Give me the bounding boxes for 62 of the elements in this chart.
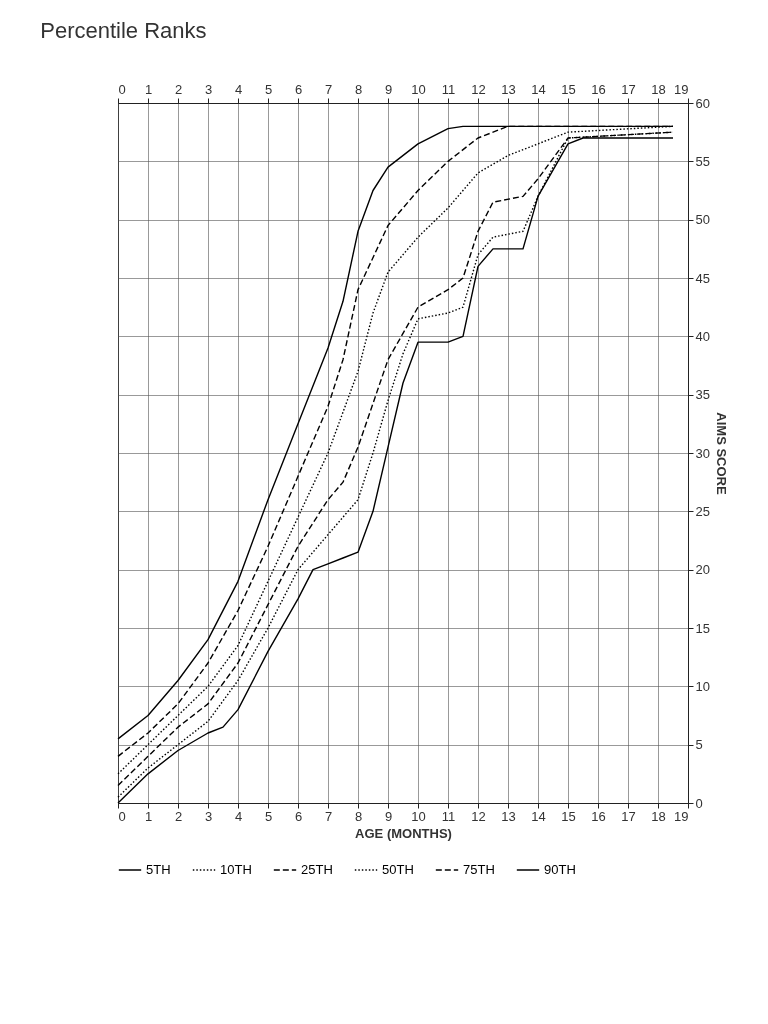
- x-tick-label: 12: [471, 808, 486, 824]
- x-tick-label: 8: [354, 808, 363, 824]
- x2-tick-label: 18: [651, 81, 666, 97]
- x2-tick-label: 4: [234, 81, 243, 97]
- y-tick-label: 15: [695, 620, 710, 636]
- x-tick-label: 0: [118, 808, 126, 824]
- y-tick-label: 60: [695, 95, 710, 111]
- x-tick-label: 11: [441, 808, 456, 824]
- chart-title: Percentile Ranks: [40, 18, 207, 43]
- y-tick-label: 20: [695, 562, 710, 578]
- legend-label: 5TH: [146, 862, 171, 877]
- x2-tick-label: 0: [118, 81, 126, 97]
- y-axis-title: AIMS SCORE: [713, 412, 729, 495]
- x2-tick-label: 1: [144, 81, 153, 97]
- legend-label: 25TH: [301, 862, 333, 877]
- x2-tick-label: 2: [174, 81, 183, 97]
- x2-tick-label: 6: [294, 81, 303, 97]
- x2-tick-label: 11: [441, 81, 456, 97]
- x2-tick-label: 14: [531, 81, 546, 97]
- x2-tick-label: 13: [501, 81, 516, 97]
- x2-tick-label: 15: [561, 81, 576, 97]
- y-tick-label: 0: [695, 795, 703, 811]
- legend-label: 10TH: [220, 862, 252, 877]
- x2-tick-label: 12: [471, 81, 486, 97]
- legend-label: 75TH: [463, 862, 495, 877]
- x2-tick-label: 7: [324, 81, 333, 97]
- x2-tick-label: 19: [674, 81, 689, 97]
- x-axis-title: AGE (MONTHS): [355, 825, 452, 841]
- y-tick-label: 30: [695, 445, 710, 461]
- x-tick-label: 14: [531, 808, 546, 824]
- x2-tick-label: 9: [384, 81, 393, 97]
- x-tick-label: 4: [234, 808, 243, 824]
- x-tick-label: 1: [144, 808, 153, 824]
- legend-label: 50TH: [382, 862, 414, 877]
- x-tick-label: 3: [204, 808, 213, 824]
- x2-tick-label: 3: [204, 81, 213, 97]
- x-tick-label: 6: [294, 808, 303, 824]
- x-tick-label: 19: [674, 808, 689, 824]
- x-tick-label: 9: [384, 808, 393, 824]
- x2-tick-label: 17: [621, 81, 636, 97]
- y-tick-label: 35: [695, 387, 710, 403]
- x2-tick-label: 5: [264, 81, 273, 97]
- y-tick-label: 40: [695, 328, 710, 344]
- x-tick-label: 7: [324, 808, 333, 824]
- y-tick-label: 25: [695, 503, 710, 519]
- x-tick-label: 5: [264, 808, 273, 824]
- x-tick-label: 18: [651, 808, 666, 824]
- x2-tick-label: 16: [591, 81, 606, 97]
- y-tick-label: 5: [695, 737, 703, 753]
- x-tick-label: 15: [561, 808, 576, 824]
- legend-label: 90TH: [544, 862, 576, 877]
- x-tick-label: 2: [174, 808, 183, 824]
- x-tick-label: 13: [501, 808, 516, 824]
- y-tick-label: 10: [695, 678, 710, 694]
- y-tick-label: 50: [695, 212, 710, 228]
- y-tick-label: 45: [695, 270, 710, 286]
- x2-tick-label: 8: [354, 81, 363, 97]
- y-tick-label: 55: [695, 153, 710, 169]
- x-tick-label: 10: [411, 808, 426, 824]
- x-tick-label: 16: [591, 808, 606, 824]
- x2-tick-label: 10: [411, 81, 426, 97]
- x-tick-label: 17: [621, 808, 636, 824]
